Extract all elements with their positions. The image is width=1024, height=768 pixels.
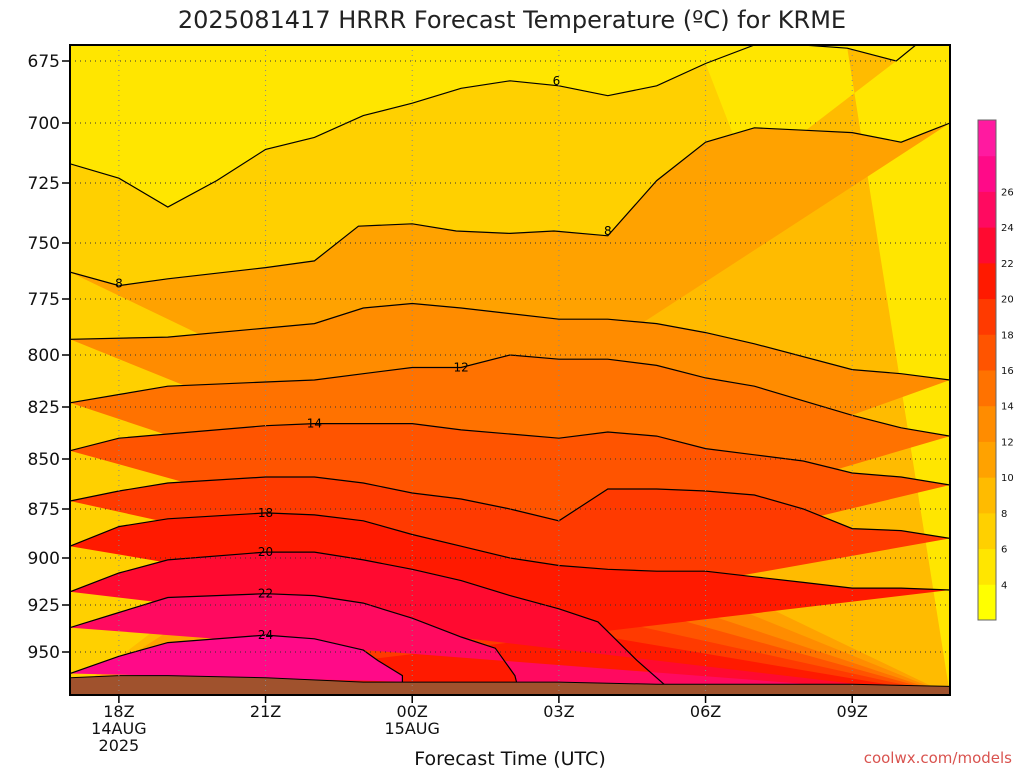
contour-label-0: 6 <box>553 74 561 88</box>
colorbar: 4 6 8 10 12 14 16 18 20 22 24 26 <box>977 119 1014 621</box>
colorbar-label-8: 8 <box>1001 509 1007 520</box>
xtick-label-18-1: 14AUG <box>91 719 146 738</box>
colorbar-swatch-12 <box>978 155 996 192</box>
x-axis-label: Forecast Time (UTC) <box>414 748 605 768</box>
xtick-label-24-0: 00Z <box>397 702 428 721</box>
plot-frame <box>69 44 951 696</box>
colorbar-label-14: 14 <box>1001 402 1014 413</box>
ytick-label-925: 925 <box>28 596 60 616</box>
xtick-label-18-2: 2025 <box>99 736 140 755</box>
contour-label-8: 24 <box>258 628 273 642</box>
ytick-label-850: 850 <box>28 450 60 470</box>
colorbar-label-18: 18 <box>1001 330 1014 341</box>
contour-6 <box>803 45 917 62</box>
ytick-label-825: 825 <box>28 398 60 418</box>
colorbar-label-22: 22 <box>1001 259 1014 270</box>
colorbar-label-26: 26 <box>1001 187 1014 198</box>
contour-label-3: 12 <box>453 360 468 374</box>
colorbar-label-10: 10 <box>1001 473 1014 484</box>
colorbar-swatch-0 <box>978 584 996 621</box>
colorbar-swatch-1 <box>978 548 996 585</box>
contour-8 <box>70 122 950 287</box>
contour-label-7: 22 <box>258 587 273 601</box>
contour-label-5: 18 <box>258 506 273 520</box>
colorbar-swatch-9 <box>978 262 996 300</box>
chart-title: 2025081417 HRRR Forecast Temperature (ºC… <box>178 6 846 34</box>
colorbar-swatch-11 <box>978 191 996 228</box>
colorbar-swatch-4 <box>978 441 996 478</box>
grid-lines <box>70 45 950 695</box>
ytick-label-675: 675 <box>28 52 60 72</box>
colorbar-swatch-10 <box>978 227 996 264</box>
colorbar-swatch-7 <box>978 334 996 371</box>
colorbar-swatch-8 <box>978 298 996 335</box>
contour-10 <box>70 302 950 381</box>
y-axis: 675 700 725 750 775 800 825 850 875 900 925 950 <box>28 52 70 663</box>
ytick-label-775: 775 <box>28 290 60 310</box>
colorbar-label-24: 24 <box>1001 223 1014 234</box>
contour-20 <box>70 551 950 695</box>
contour-label-4: 14 <box>307 417 322 431</box>
colorbar-label-20: 20 <box>1001 295 1014 306</box>
band-22 <box>70 593 950 695</box>
contour-4 <box>70 45 755 208</box>
contour-16 <box>70 476 950 539</box>
xtick-label-27-0: 03Z <box>543 702 574 721</box>
xtick-label-18-0: 18Z <box>103 702 134 721</box>
colorbar-swatch-3 <box>978 477 996 514</box>
credit-link[interactable]: coolwx.com/models <box>864 749 1012 767</box>
ytick-label-875: 875 <box>28 500 60 520</box>
xtick-label-30-0: 06Z <box>690 702 721 721</box>
band-20 <box>70 552 950 695</box>
colorbar-label-16: 16 <box>1001 366 1014 377</box>
colorbar-swatch-6 <box>978 370 996 407</box>
colorbar-swatch-5 <box>978 405 996 442</box>
contour-14 <box>70 423 950 486</box>
plot-area <box>70 45 950 695</box>
colorbar-frame <box>977 119 997 621</box>
ytick-label-900: 900 <box>28 549 60 569</box>
contour-label-6: 20 <box>258 545 273 559</box>
contour-labels: 6 8 8 12 14 18 20 22 24 <box>115 74 612 642</box>
xtick-label-21-0: 21Z <box>250 702 281 721</box>
contour-label-1: 8 <box>604 224 612 238</box>
xtick-label-24-1: 15AUG <box>385 719 440 738</box>
ytick-label-950: 950 <box>28 643 60 663</box>
colorbar-label-4: 4 <box>1001 580 1007 591</box>
contour-18 <box>70 512 950 591</box>
ytick-label-800: 800 <box>28 346 60 366</box>
contour-label-2: 8 <box>115 276 123 290</box>
terrain <box>70 675 950 695</box>
contour-12 <box>70 354 950 437</box>
colorbar-label-6: 6 <box>1001 545 1007 556</box>
band-24 <box>70 635 950 695</box>
ytick-label-700: 700 <box>28 114 60 134</box>
xtick-label-33-0: 09Z <box>837 702 868 721</box>
ytick-label-725: 725 <box>28 174 60 194</box>
colorbar-swatch-13 <box>978 120 996 157</box>
colorbar-swatch-2 <box>978 512 996 550</box>
contour-22 <box>70 593 950 695</box>
ytick-label-750: 750 <box>28 234 60 254</box>
colorbar-label-12: 12 <box>1001 437 1014 448</box>
